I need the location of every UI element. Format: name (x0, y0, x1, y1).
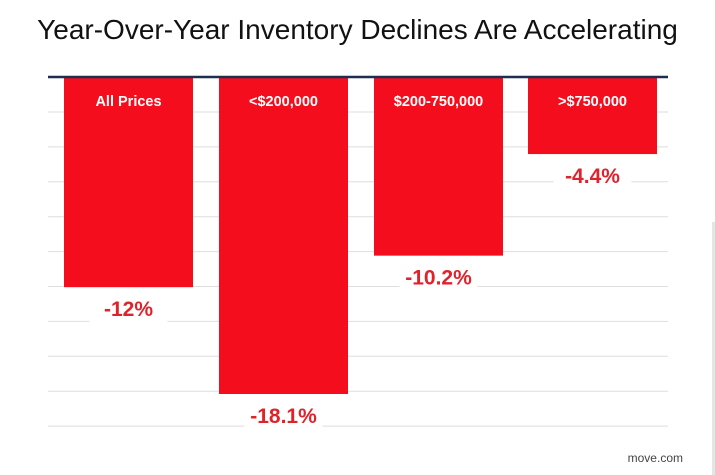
value-label: -18.1% (250, 405, 317, 428)
value-label: -12% (104, 298, 153, 321)
bar (219, 77, 348, 394)
slide-edge (712, 222, 715, 475)
value-label: -4.4% (565, 165, 620, 188)
bar (528, 77, 657, 155)
source-credit: move.com (627, 451, 683, 465)
value-label: -10.2% (405, 267, 472, 290)
category-label: All Prices (95, 94, 161, 110)
category-labels: All Prices <$200,000 $200-750,000 >$750,000 (95, 94, 627, 110)
chart-title: Year-Over-Year Inventory Declines Are Ac… (37, 14, 678, 45)
value-label-backing (89, 293, 168, 324)
value-label-backing (553, 160, 632, 191)
category-label: <$200,000 (249, 94, 318, 110)
bar (374, 77, 503, 256)
value-label-backing (244, 400, 323, 430)
category-label: >$750,000 (558, 94, 627, 110)
value-labels: -12% -18.1% -10.2% -4.4% (89, 160, 632, 430)
bars (64, 77, 657, 394)
value-label-backing (399, 261, 478, 292)
bar (64, 77, 193, 288)
category-label: $200-750,000 (394, 94, 484, 110)
